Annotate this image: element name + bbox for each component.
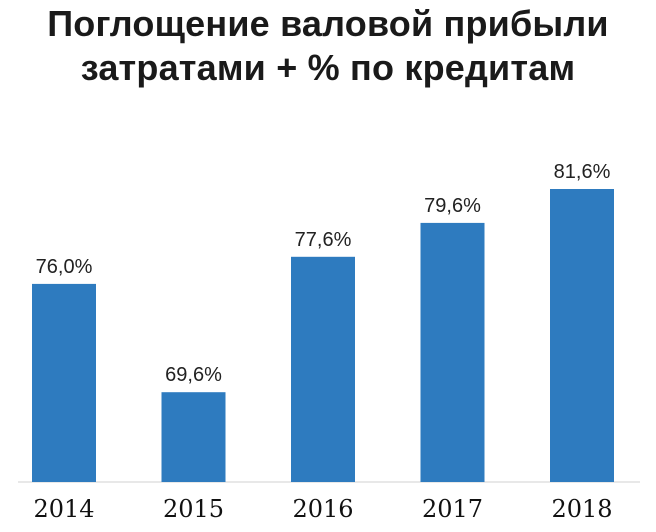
data-label-2018: 81,6% <box>554 161 611 183</box>
data-label-2016: 77,6% <box>295 229 352 251</box>
data-label-2017: 79,6% <box>424 195 481 217</box>
data-label-2015: 69,6% <box>165 364 222 386</box>
x-tick-label-2014: 2014 <box>33 495 94 523</box>
bar-2014 <box>32 283 96 482</box>
bar-2016 <box>291 256 355 482</box>
data-labels-group: 76,0% 69,6% 77,6% 79,6% 81,6% <box>36 161 611 386</box>
data-label-2014: 76,0% <box>36 256 93 278</box>
x-tick-labels-group: 2014 2015 2016 2017 2018 <box>33 495 612 523</box>
chart-title: Поглощение валовой прибыли затратами + %… <box>0 2 656 90</box>
x-tick-label-2017: 2017 <box>422 495 483 523</box>
chart-title-line-2: затратами + % по кредитам <box>80 47 576 88</box>
bar-2017 <box>420 222 485 482</box>
x-tick-label-2015: 2015 <box>163 495 224 523</box>
bar-2015 <box>161 392 226 482</box>
x-tick-label-2018: 2018 <box>551 495 612 523</box>
bars-group <box>32 189 614 482</box>
bar-2018 <box>550 189 614 482</box>
chart-title-line-1: Поглощение валовой прибыли <box>47 3 609 44</box>
x-tick-label-2016: 2016 <box>292 495 353 523</box>
